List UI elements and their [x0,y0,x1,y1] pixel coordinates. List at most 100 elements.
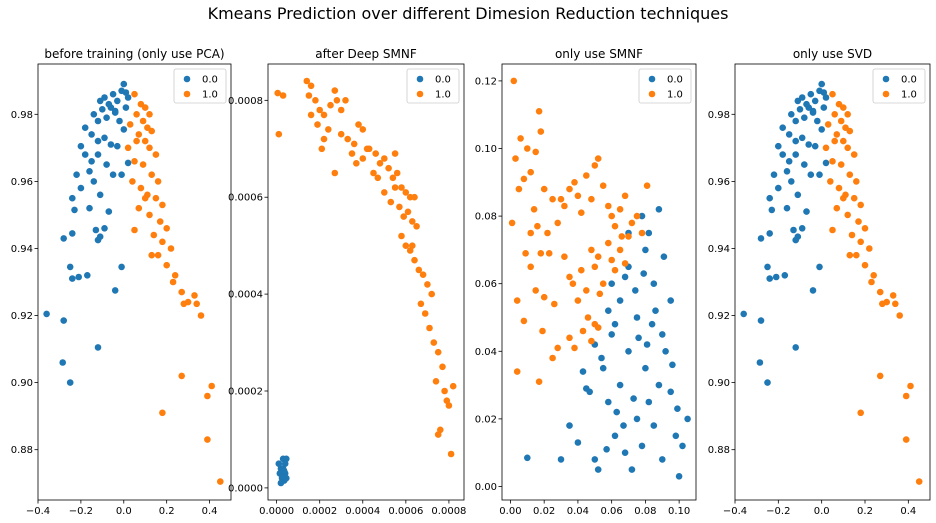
data-point [103,114,110,121]
data-point [829,158,836,165]
data-point [337,106,345,114]
data-point [827,178,834,185]
data-point [853,178,860,185]
x-tick-label: 0.0 [116,506,132,517]
data-point [599,280,607,288]
data-point [114,97,121,105]
legend-label: 1.0 [901,90,917,101]
data-point [551,300,558,308]
x-tick-label: 0.2 [857,506,873,517]
data-point [638,229,646,237]
data-point [141,194,149,202]
data-point [835,184,843,192]
legend-label: 1.0 [202,90,218,101]
subplot-1: before training (only use PCA) −0.4 −0.2 0.… [11,47,232,517]
data-point [409,218,416,225]
data-point [307,82,315,90]
data-point [510,77,518,85]
y-tick-label: 0.98 [11,110,33,121]
data-point [783,168,791,175]
data-point [432,378,440,385]
data-point [120,80,128,88]
data-point [381,155,388,162]
data-point [650,280,658,288]
data-point [344,135,352,143]
series-0.0 [43,80,132,386]
data-point [150,231,158,239]
data-point [512,155,519,162]
data-point [86,204,93,212]
data-point [398,184,405,191]
data-point [208,382,215,390]
y-tick-label: 0.98 [708,110,730,121]
legend-label: 1.0 [667,90,683,101]
data-point [522,250,529,257]
legend-marker [416,90,424,98]
data-point [861,225,869,232]
data-point [148,127,155,135]
data-point [60,317,67,324]
data-point [535,108,543,115]
data-point [616,381,624,389]
data-point [844,111,851,118]
data-point [781,272,789,279]
data-point [840,104,847,111]
data-point [831,111,838,118]
data-point [792,236,799,244]
data-point [616,246,624,254]
data-point [850,194,858,202]
data-point [60,235,67,242]
data-point [811,142,819,150]
data-point [561,202,568,210]
data-point [633,415,641,423]
data-point [779,124,786,131]
series-1.0 [274,77,457,458]
data-point [583,287,590,294]
data-point [579,327,587,335]
data-point [801,161,808,168]
figure-suptitle: Kmeans Prediction over different Dimesio… [208,4,729,23]
data-point [659,331,666,338]
data-point [517,135,524,142]
legend-label: 1.0 [435,90,451,101]
data-point [625,233,632,240]
data-point [527,168,534,176]
x-tick-label: 0.02 [533,506,555,517]
data-point [855,218,862,225]
subplot-4: only use SVD −0.4 −0.2 0.0 0.2 0.4 0.88 0.90 0.9… [708,47,931,517]
data-point [434,348,442,356]
y-tick-label: 0.94 [708,244,730,255]
data-point [594,466,602,473]
data-point [353,160,360,167]
data-point [111,107,119,115]
data-point [557,195,565,203]
y-tick-label: 0.88 [11,445,33,456]
data-point [537,250,545,257]
data-point [764,263,771,271]
data-point [118,263,125,271]
data-point [807,90,815,98]
data-point [796,106,804,113]
x-tick-label: 0.0008 [431,506,466,517]
data-point [591,263,599,271]
data-point [816,263,823,271]
data-point [109,90,117,98]
data-point [605,202,612,210]
data-point [616,297,624,304]
data-point [520,317,528,325]
data-point [513,297,521,304]
data-point [638,442,646,450]
data-point [772,273,780,281]
data-point [111,287,119,294]
y-tick-label: 0.0006 [228,193,263,204]
data-point [88,158,95,165]
data-point [279,92,287,99]
data-point [389,174,397,182]
subplot-title: only use SVD [793,47,872,61]
data-point [391,150,399,157]
data-point [814,117,821,125]
data-point [316,106,324,114]
data-point [566,185,573,193]
data-point [790,226,797,234]
data-point [801,114,808,121]
